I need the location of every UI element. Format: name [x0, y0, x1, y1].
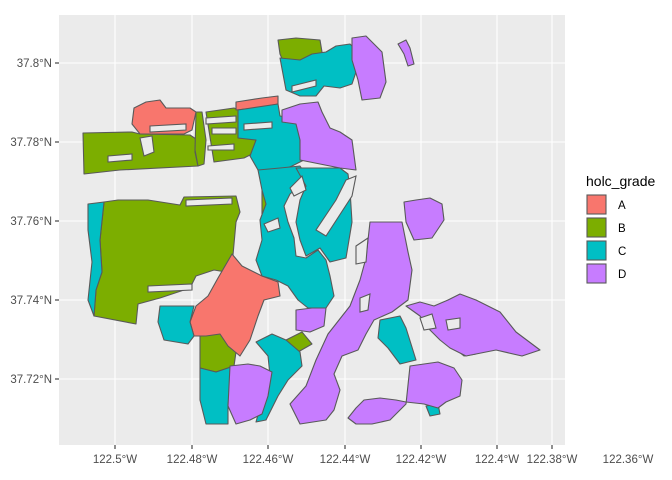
district-potrero [295, 167, 353, 263]
legend-swatch-a [586, 194, 607, 215]
road-gaps [107, 79, 461, 331]
legend-swatch-d [586, 263, 607, 284]
district-inner-richmond [194, 111, 207, 167]
x-tick-label: 122.4°W [475, 454, 519, 466]
legend-label-c: C [618, 246, 626, 258]
districts-grade-d [227, 35, 541, 425]
district-embarcadero [397, 39, 415, 67]
x-tick-label: 122.44°W [320, 454, 371, 466]
district-telegraph [351, 35, 387, 101]
legend-swatch-b [586, 217, 607, 238]
x-tick-label: 122.5°W [93, 454, 137, 466]
x-tick-label: 122.48°W [167, 454, 218, 466]
districts [82, 35, 541, 425]
legend-label-d: D [618, 269, 626, 281]
district-potrero-hill [403, 197, 445, 241]
y-tick-label: 37.72°N [10, 374, 52, 386]
x-tick-label: 122.36°W [603, 454, 654, 466]
legend-swatch-c [586, 240, 607, 261]
x-tick-label: 122.42°W [396, 454, 447, 466]
district-holly-park [295, 307, 327, 333]
district-crocker-amazon [227, 363, 273, 425]
x-tick-label: 122.38°W [527, 454, 578, 466]
district-outer-sunset [87, 201, 105, 317]
district-bayshore [347, 361, 463, 425]
district-bayview [377, 315, 417, 365]
district-south-of-market [281, 101, 357, 171]
district-st-francis-wood [189, 253, 281, 357]
y-tick-label: 37.78°N [10, 137, 52, 149]
district-india-basin [405, 293, 541, 357]
legend-label-b: B [618, 223, 626, 235]
legend-title: holc_grade [586, 173, 655, 189]
axis-ticks [55, 62, 553, 449]
y-tick-label: 37.8°N [17, 58, 52, 70]
x-tick-labels: 122.5°W 122.48°W 122.46°W 122.44°W 122.4… [93, 454, 654, 466]
y-tick-label: 37.74°N [10, 295, 52, 307]
district-ingleside [157, 305, 195, 345]
y-tick-labels: 37.72°N 37.74°N 37.76°N 37.78°N 37.8°N [10, 58, 52, 386]
x-tick-label: 122.46°W [243, 454, 294, 466]
districts-grade-a [131, 95, 281, 357]
legend-label-a: A [618, 200, 626, 212]
y-tick-label: 37.76°N [10, 216, 52, 228]
district-bay-corridor [289, 221, 413, 425]
